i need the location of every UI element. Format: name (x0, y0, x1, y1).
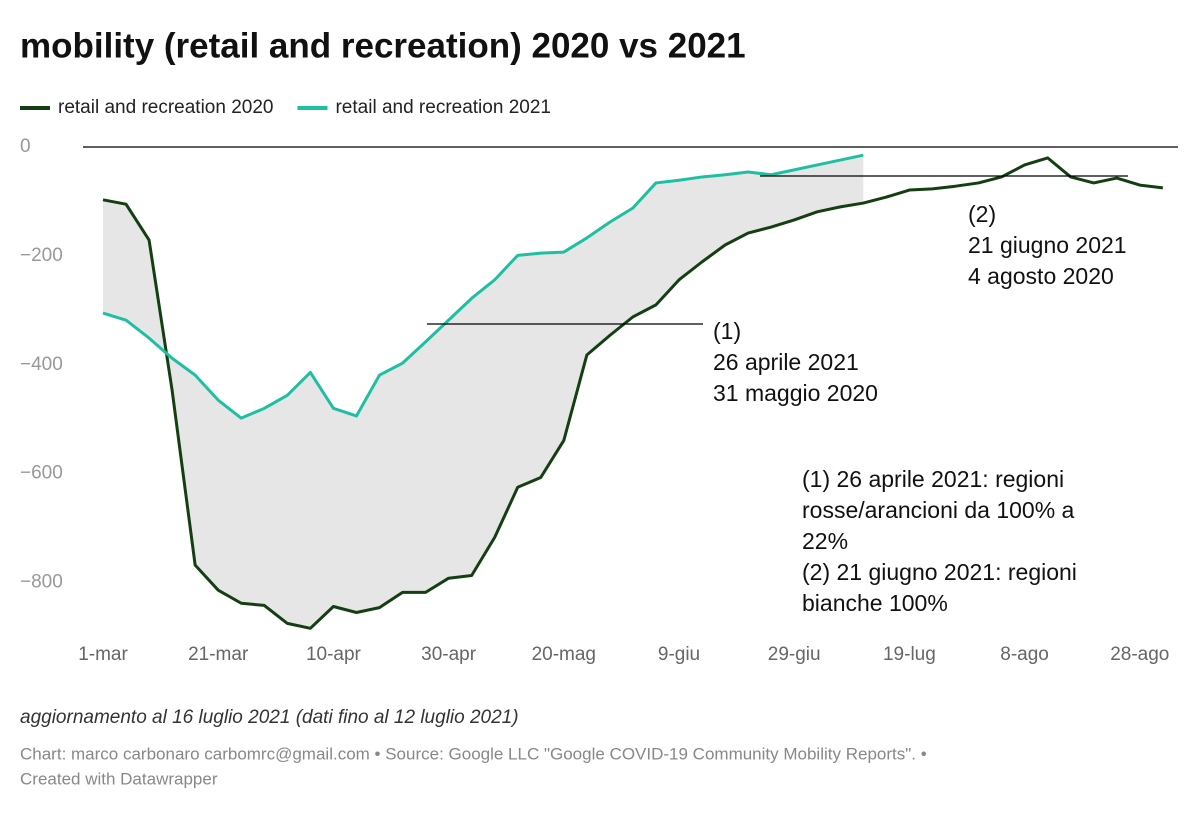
x-tick-label: 28-ago (1110, 644, 1169, 665)
annotation: (1) (713, 318, 741, 344)
y-tick-label: 0 (20, 136, 31, 157)
subnote: aggiornamento al 16 luglio 2021 (dati fi… (20, 707, 519, 728)
note: (2) 21 giugno 2021: regioni (802, 559, 1077, 585)
y-tick-label: −800 (20, 572, 63, 593)
series-line (102, 153, 864, 420)
annotation: 21 giugno 2021 (968, 232, 1127, 258)
x-tick-label: 8-ago (1000, 644, 1049, 665)
annotation: 4 agosto 2020 (968, 263, 1114, 289)
source: Chart: marco carbonaro carbomrc@gmail.co… (20, 744, 927, 763)
x-tick-label: 30-apr (421, 644, 477, 665)
note: rosse/arancioni da 100% a (802, 497, 1075, 523)
difference-area (103, 155, 864, 629)
x-tick-label: 1-mar (78, 644, 128, 665)
annotation: 26 aprile 2021 (713, 349, 859, 375)
x-tick-label: 20-mag (532, 644, 596, 665)
x-tick-label: 19-lug (883, 644, 936, 665)
chart-title: mobility (retail and recreation) 2020 vs… (20, 26, 746, 65)
y-tick-label: −400 (20, 354, 63, 375)
legend-label: retail and recreation 2021 (335, 97, 550, 118)
annotation: (2) (968, 201, 996, 227)
source: Created with Datawrapper (20, 769, 218, 788)
annotation: 31 maggio 2020 (713, 380, 878, 406)
note: 22% (802, 528, 848, 554)
series-line (102, 156, 1164, 630)
x-tick-label: 21-mar (188, 644, 249, 665)
y-tick-label: −200 (20, 245, 63, 266)
x-tick-label: 9-giu (658, 644, 700, 665)
y-tick-label: −600 (20, 463, 63, 484)
x-tick-label: 29-giu (768, 644, 821, 665)
note: (1) 26 aprile 2021: regioni (802, 466, 1064, 492)
x-tick-label: 10-apr (306, 644, 362, 665)
legend-label: retail and recreation 2020 (58, 97, 273, 118)
note: bianche 100% (802, 590, 948, 616)
